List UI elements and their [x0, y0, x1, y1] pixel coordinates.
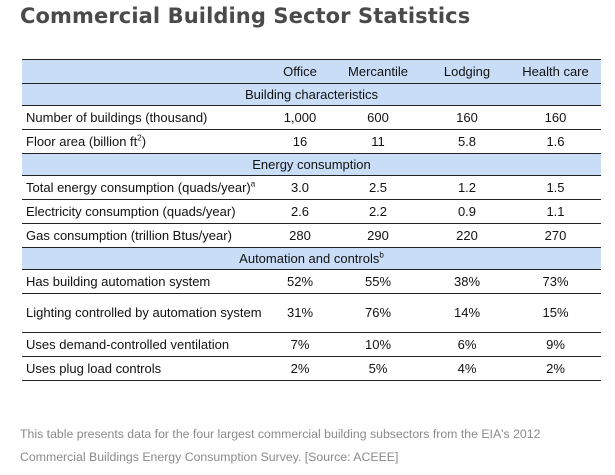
cell-lodging: 5.8 — [424, 129, 510, 154]
cell-health-care: 270 — [510, 223, 601, 248]
cell-office: 52% — [268, 269, 332, 294]
cell-mercantile: 55% — [332, 269, 424, 294]
cell-health-care: 1.1 — [510, 199, 601, 224]
row-label: Electricity consumption (quads/year) — [22, 199, 268, 224]
cell-mercantile: 600 — [332, 105, 424, 130]
header-empty-cell — [22, 59, 268, 84]
table-row: Lighting controlled by automation system… — [22, 293, 601, 333]
table-row: Floor area (billion ft2) 16 11 5.8 1.6 — [22, 129, 601, 154]
cell-health-care: 15% — [510, 293, 601, 333]
cell-health-care: 2% — [510, 356, 601, 381]
cell-mercantile: 10% — [332, 332, 424, 357]
label-superscript: 2 — [137, 133, 142, 143]
cell-mercantile: 2.2 — [332, 199, 424, 224]
section-title: Automation and controlsb — [22, 247, 601, 270]
section-header-automation: Automation and controlsb — [22, 247, 601, 270]
section-header-energy: Energy consumption — [22, 153, 601, 176]
cell-office: 31% — [268, 293, 332, 333]
row-label: Lighting controlled by automation system — [22, 293, 268, 333]
table-row: Electricity consumption (quads/year) 2.6… — [22, 199, 601, 224]
cell-health-care: 73% — [510, 269, 601, 294]
cell-mercantile: 76% — [332, 293, 424, 333]
table-row: Uses plug load controls 2% 5% 4% 2% — [22, 356, 601, 381]
cell-lodging: 6% — [424, 332, 510, 357]
column-header-office: Office — [268, 59, 332, 84]
cell-mercantile: 5% — [332, 356, 424, 381]
cell-lodging: 4% — [424, 356, 510, 381]
section-title-text: Automation and controls — [239, 250, 380, 266]
footnote-marker: a — [250, 179, 256, 189]
cell-mercantile: 290 — [332, 223, 424, 248]
row-label: Uses demand-controlled ventilation — [22, 332, 268, 357]
table-row: Total energy consumption (quads/year)a 3… — [22, 175, 601, 200]
cell-mercantile: 11 — [332, 129, 424, 154]
row-label: Gas consumption (trillion Btus/year) — [22, 223, 268, 248]
cell-lodging: 14% — [424, 293, 510, 333]
row-label: Has building automation system — [22, 269, 268, 294]
cell-office: 280 — [268, 223, 332, 248]
section-header-building: Building characteristics — [22, 83, 601, 106]
row-label: Uses plug load controls — [22, 356, 268, 381]
table-row: Gas consumption (trillion Btus/year) 280… — [22, 223, 601, 248]
table-header-row: Office Mercantile Lodging Health care — [22, 59, 601, 84]
cell-lodging: 220 — [424, 223, 510, 248]
cell-office: 1,000 — [268, 105, 332, 130]
row-label: Floor area (billion ft2) — [22, 129, 268, 154]
row-label: Number of buildings (thousand) — [22, 105, 268, 130]
cell-health-care: 1.6 — [510, 129, 601, 154]
table-caption: This table presents data for the four la… — [20, 427, 541, 464]
cell-mercantile: 2.5 — [332, 175, 424, 200]
cell-office: 7% — [268, 332, 332, 357]
cell-office: 3.0 — [268, 175, 332, 200]
column-header-health-care: Health care — [510, 59, 601, 84]
cell-office: 2% — [268, 356, 332, 381]
cell-lodging: 1.2 — [424, 175, 510, 200]
row-label-text: Total energy consumption (quads/year) — [26, 179, 251, 195]
cell-lodging: 160 — [424, 105, 510, 130]
row-label-suffix: ) — [141, 133, 147, 149]
cell-health-care: 1.5 — [510, 175, 601, 200]
statistics-table: Office Mercantile Lodging Health care Bu… — [22, 59, 601, 381]
row-label-text: Floor area (billion ft — [26, 133, 138, 149]
section-title: Building characteristics — [22, 83, 601, 106]
cell-health-care: 9% — [510, 332, 601, 357]
cell-office: 2.6 — [268, 199, 332, 224]
cell-lodging: 0.9 — [424, 199, 510, 224]
table-row: Number of buildings (thousand) 1,000 600… — [22, 105, 601, 130]
cell-health-care: 160 — [510, 105, 601, 130]
table-row: Has building automation system 52% 55% 3… — [22, 269, 601, 294]
cell-lodging: 38% — [424, 269, 510, 294]
footnote-marker: b — [379, 250, 384, 260]
column-header-mercantile: Mercantile — [332, 59, 424, 84]
column-header-lodging: Lodging — [424, 59, 510, 84]
table-row: Uses demand-controlled ventilation 7% 10… — [22, 332, 601, 357]
section-title: Energy consumption — [22, 153, 601, 176]
cell-office: 16 — [268, 129, 332, 154]
row-label: Total energy consumption (quads/year)a — [22, 175, 268, 200]
page-title: Commercial Building Sector Statistics — [20, 4, 471, 28]
